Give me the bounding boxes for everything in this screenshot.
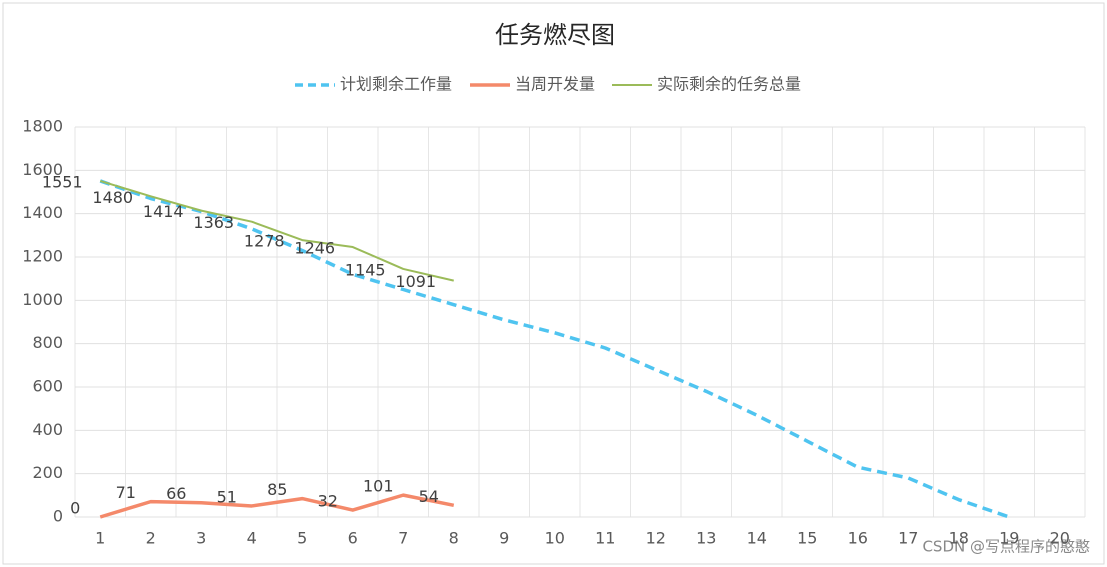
data-label: 1414 [143, 202, 184, 221]
x-tick-label: 17 [898, 529, 918, 548]
x-tick-label: 10 [545, 529, 565, 548]
x-tick-label: 18 [949, 529, 969, 548]
watermark: CSDN @写点程序的憨憨 [922, 538, 1090, 556]
y-tick-label: 1600 [22, 160, 63, 179]
legend-label: 计划剩余工作量 [340, 75, 452, 94]
data-label: 85 [267, 480, 287, 499]
y-tick-label: 1400 [22, 203, 63, 222]
data-label: 1246 [294, 239, 335, 258]
data-label: 0 [70, 499, 80, 518]
data-label: 1145 [345, 260, 386, 279]
x-tick-label: 13 [696, 529, 716, 548]
y-tick-label: 600 [32, 377, 63, 396]
data-label: 1480 [92, 188, 133, 207]
data-label: 32 [318, 492, 338, 511]
series-line [99, 179, 454, 282]
data-label: 54 [419, 487, 439, 506]
x-tick-label: 9 [499, 529, 509, 548]
x-tick-label: 7 [398, 529, 408, 548]
y-tick-label: 1000 [22, 290, 63, 309]
y-tick-label: 0 [53, 507, 63, 526]
x-tick-label: 20 [1050, 529, 1070, 548]
x-tick-label: 8 [449, 529, 459, 548]
data-label: 1551 [42, 172, 83, 191]
data-label: 1363 [193, 213, 234, 232]
data-label: 1091 [395, 272, 436, 291]
legend-label: 当周开发量 [515, 75, 595, 94]
data-label: 71 [116, 483, 136, 502]
x-tick-label: 4 [247, 529, 257, 548]
y-tick-label: 400 [32, 420, 63, 439]
y-tick-label: 800 [32, 333, 63, 352]
x-tick-label: 16 [848, 529, 868, 548]
y-tick-label: 1200 [22, 247, 63, 266]
data-label: 101 [363, 477, 394, 496]
series-line [99, 493, 455, 519]
x-tick-label: 1 [95, 529, 105, 548]
x-tick-label: 3 [196, 529, 206, 548]
x-tick-label: 11 [595, 529, 615, 548]
data-label: 1278 [244, 232, 285, 251]
chart-title: 任务燃尽图 [495, 21, 615, 49]
x-tick-label: 15 [797, 529, 817, 548]
x-tick-label: 6 [348, 529, 358, 548]
data-label: 66 [166, 484, 186, 503]
y-tick-label: 1800 [22, 117, 63, 136]
legend-label: 实际剩余的任务总量 [657, 75, 801, 94]
y-tick-label: 200 [32, 463, 63, 482]
series-line [99, 179, 1010, 519]
data-label: 51 [217, 487, 237, 506]
x-tick-label: 12 [646, 529, 666, 548]
x-tick-label: 19 [999, 529, 1019, 548]
x-tick-label: 5 [297, 529, 307, 548]
x-tick-label: 2 [146, 529, 156, 548]
x-tick-label: 14 [747, 529, 767, 548]
